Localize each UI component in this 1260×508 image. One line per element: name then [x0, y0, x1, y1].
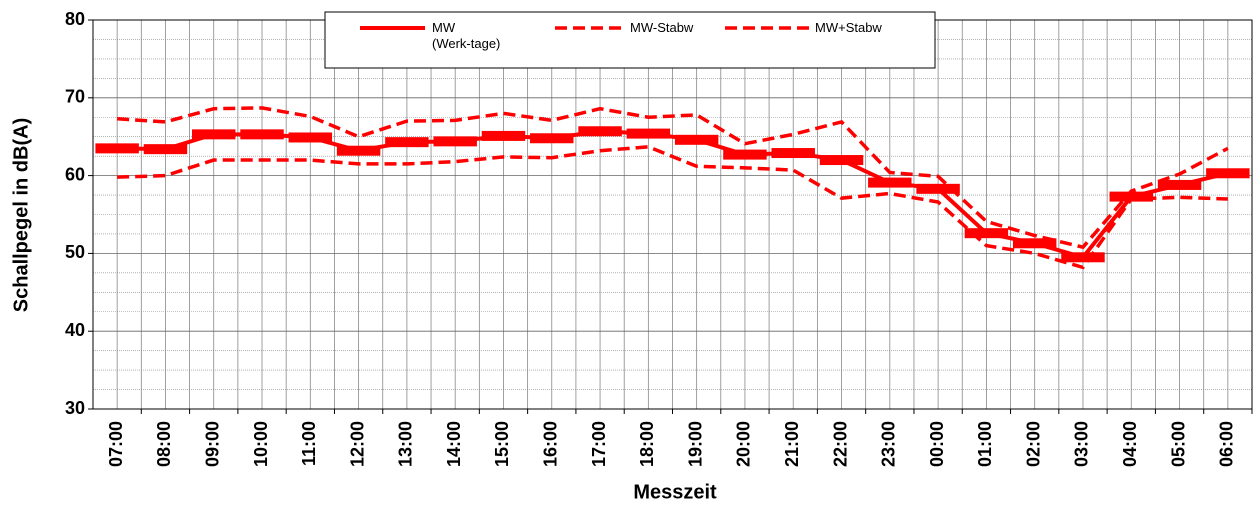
- data-marker: [336, 145, 381, 156]
- data-marker: [1206, 168, 1250, 179]
- x-tick-label: 00:00: [927, 421, 947, 467]
- x-tick-label: 21:00: [782, 421, 802, 467]
- data-marker: [95, 143, 139, 154]
- x-tick-label: 18:00: [637, 421, 657, 467]
- data-marker: [530, 133, 574, 144]
- series-line: [117, 106, 1229, 250]
- legend-box: [324, 11, 936, 69]
- data-marker: [481, 130, 526, 141]
- x-tick-label: 09:00: [202, 421, 222, 467]
- legend-label: MW-Stabw: [630, 20, 694, 35]
- data-marker: [385, 137, 429, 148]
- x-axis-title: Messzeit: [633, 481, 717, 503]
- x-tick-label: 13:00: [396, 421, 416, 467]
- x-tick-label: 08:00: [154, 421, 174, 467]
- data-marker: [964, 228, 1009, 239]
- x-tick-label: 05:00: [1168, 421, 1188, 467]
- data-marker: [868, 177, 912, 188]
- x-tick-label: 19:00: [685, 421, 705, 467]
- x-tick-label: 07:00: [106, 421, 126, 467]
- data-marker: [1061, 252, 1105, 263]
- x-tick-label: 04:00: [1120, 421, 1140, 467]
- data-marker: [578, 126, 622, 137]
- x-tick-label: 22:00: [830, 421, 850, 467]
- x-tick-label: 17:00: [589, 421, 609, 467]
- data-marker: [626, 128, 671, 139]
- data-marker: [433, 136, 477, 147]
- x-tick-label: 11:00: [299, 421, 319, 466]
- series-line: [117, 145, 1228, 270]
- x-tick-label: 06:00: [1217, 421, 1237, 467]
- y-tick-label: 50: [65, 242, 85, 262]
- y-tick-label: 80: [65, 9, 85, 29]
- x-tick-label: 15:00: [492, 421, 512, 467]
- x-tick-label: 01:00: [975, 421, 995, 467]
- y-tick-label: 60: [65, 164, 85, 184]
- data-marker: [771, 148, 815, 159]
- x-tick-label: 20:00: [734, 421, 754, 467]
- data-marker: [1109, 191, 1154, 202]
- x-tick-label: 10:00: [251, 421, 271, 467]
- data-marker: [143, 144, 188, 155]
- data-marker: [1157, 179, 1202, 190]
- data-marker: [819, 155, 864, 166]
- data-marker: [916, 183, 960, 194]
- x-tick-label: 03:00: [1072, 421, 1092, 467]
- y-tick-label: 40: [65, 320, 85, 340]
- x-tick-label: 23:00: [879, 421, 899, 467]
- x-tick-label: 16:00: [541, 421, 561, 467]
- data-marker: [1012, 238, 1057, 249]
- data-marker: [288, 132, 333, 143]
- data-marker: [674, 134, 719, 145]
- x-tick-label: 02:00: [1023, 421, 1043, 467]
- data-marker: [723, 149, 767, 160]
- x-tick-label: 14:00: [444, 421, 464, 467]
- y-tick-label: 70: [65, 87, 85, 107]
- legend-label: MW+Stabw: [815, 20, 882, 35]
- data-marker: [191, 129, 236, 140]
- x-tick-label: 12:00: [347, 421, 367, 467]
- legend-label: MW (Werk-tage): [432, 20, 501, 51]
- data-marker: [240, 129, 284, 140]
- y-tick-label: 30: [65, 398, 85, 418]
- y-axis-title: Schallpegel in dB(A): [10, 118, 32, 312]
